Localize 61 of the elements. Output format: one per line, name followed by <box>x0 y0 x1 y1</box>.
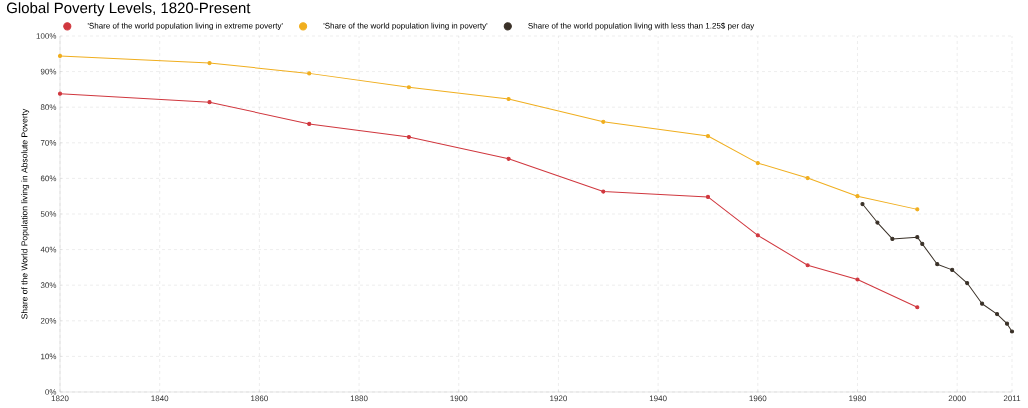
point <box>207 100 212 105</box>
point <box>890 236 895 242</box>
point <box>805 175 810 181</box>
point <box>506 96 511 102</box>
y-tick-label: 70% <box>40 139 57 146</box>
y-tick-label: 100% <box>36 33 57 39</box>
x-tick-label: 1860 <box>251 395 268 402</box>
x-tick-label: 1820 <box>51 395 69 402</box>
x-tick-label: 1980 <box>849 395 867 402</box>
point <box>307 71 312 76</box>
y-tick-label: 0% <box>45 389 57 395</box>
legend-label: 'Share of the world population living in extreme poverty' <box>87 22 283 31</box>
point <box>601 119 606 124</box>
x-tick-label: 1920 <box>550 395 568 402</box>
point <box>855 194 860 199</box>
point <box>1004 321 1010 326</box>
x-tick-label: 1900 <box>450 395 468 402</box>
x-tick-label: 2011 <box>1003 395 1021 402</box>
point <box>406 85 412 90</box>
legend-label: 'Share of the world population living in poverty' <box>323 22 488 31</box>
point <box>207 60 212 66</box>
x-tick-label: 2000 <box>948 395 966 402</box>
point <box>950 267 955 272</box>
x-tick-label: 1940 <box>649 395 667 402</box>
point <box>935 262 940 267</box>
point <box>860 201 865 207</box>
point <box>506 156 511 161</box>
x-tick-label: 1960 <box>749 395 767 402</box>
x-tick-label: 1840 <box>151 395 169 402</box>
point <box>57 91 63 96</box>
point <box>980 301 985 306</box>
y-axis-title: Share of the World Population living in Absolute Poverty <box>21 108 30 319</box>
point <box>601 189 606 194</box>
point <box>1009 329 1015 334</box>
point <box>307 121 312 127</box>
point <box>965 280 970 286</box>
point <box>915 235 920 240</box>
point <box>57 53 63 59</box>
point <box>705 133 711 139</box>
y-tick-label: 30% <box>40 282 57 289</box>
chart-title: Global Poverty Levels, 1820-Present <box>6 2 251 17</box>
point <box>755 160 760 166</box>
legend-label: Share of the world population living with less than 1.25$ per day <box>528 22 755 31</box>
y-tick-label: 60% <box>40 175 57 182</box>
point <box>915 305 920 310</box>
y-tick-label: 80% <box>40 104 57 111</box>
y-tick-label: 50% <box>40 211 57 217</box>
y-tick-label: 90% <box>40 68 57 75</box>
point <box>705 194 711 200</box>
point <box>915 207 920 212</box>
y-tick-label: 40% <box>40 246 57 253</box>
y-tick-label: 20% <box>40 317 57 324</box>
point <box>920 241 925 246</box>
point <box>805 263 810 268</box>
point <box>406 135 412 140</box>
y-tick-label: 10% <box>41 353 57 360</box>
point <box>994 311 1000 317</box>
point <box>875 220 880 225</box>
x-tick-label: 1880 <box>350 395 368 402</box>
point <box>755 233 760 238</box>
point <box>855 277 860 282</box>
